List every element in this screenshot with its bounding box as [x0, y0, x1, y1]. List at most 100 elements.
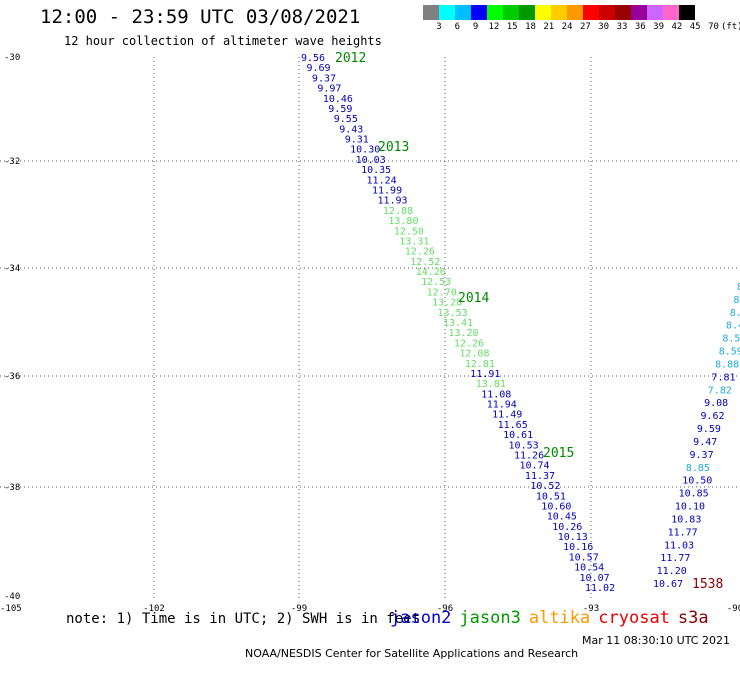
wave-height-label: 10.13 — [558, 532, 588, 543]
wave-height-label: 9.97 — [317, 84, 341, 95]
legend-label: 30 — [598, 22, 610, 32]
legend-swatch — [423, 5, 439, 20]
wave-height-label: 10.52 — [530, 481, 560, 492]
wave-height-label: 10.10 — [675, 502, 705, 513]
satellite-s3a: s3a — [677, 608, 709, 628]
wave-height-label: 9.59 — [697, 424, 721, 435]
legend-label: 33 — [616, 22, 628, 32]
wave-height-label: 11.37 — [525, 471, 555, 482]
wave-height-label: 10.35 — [361, 165, 391, 176]
wave-height-map: -30 -32 -34 -36 -38 -40 -105 -102 -99 -96 -93 -90 9… — [0, 51, 740, 614]
legend-label: 27 — [579, 22, 591, 32]
legend-label: (ft) — [720, 22, 740, 32]
longitude-tick-label: -93 — [583, 604, 599, 614]
wave-height-label: 8.59 — [719, 347, 740, 358]
legend-swatch — [631, 5, 647, 20]
legend-swatch — [663, 5, 679, 20]
map-grid — [0, 57, 740, 600]
legend-label: 12 — [488, 22, 500, 32]
wave-height-label: 11.65 — [498, 420, 528, 431]
legend-label: 24 — [561, 22, 573, 32]
map-axes: -30 -32 -34 -36 -38 -40 -105 -102 -99 -96 -93 -90 — [0, 53, 740, 614]
time-label: 2013 — [378, 140, 409, 155]
wave-height-label: 10.51 — [536, 491, 566, 502]
legend-swatch — [551, 5, 567, 20]
legend-swatches — [423, 5, 733, 20]
wave-height-label: 12.53 — [421, 277, 451, 288]
map-title: 12:00 - 23:59 UTC 03/08/2021 — [40, 6, 361, 28]
legend-swatch — [583, 5, 599, 20]
wave-height-label: 12.81 — [465, 359, 495, 370]
longitude-tick-label: -105 — [0, 604, 22, 614]
wave-height-label: 12.70 — [427, 287, 457, 298]
time-label: 2012 — [335, 51, 366, 66]
wave-height-label: 10.50 — [682, 476, 712, 487]
wave-height-label: 11.99 — [372, 186, 402, 197]
wave-height-label: 10.83 — [671, 514, 701, 525]
legend-swatch — [519, 5, 535, 20]
wave-height-label: 10.54 — [574, 563, 604, 574]
legend-label: 36 — [634, 22, 646, 32]
legend-swatch — [567, 5, 583, 20]
timestamp-text: Mar 11 08:30:10 UTC 2021 — [582, 634, 730, 647]
legend-swatch — [455, 5, 471, 20]
legend-swatch — [647, 5, 663, 20]
wave-height-label: 10.07 — [580, 573, 610, 584]
legend-swatch — [487, 5, 503, 20]
wave-height-label: 9.43 — [339, 124, 363, 135]
legend-label: 6 — [454, 22, 461, 32]
latitude-tick-label: -30 — [4, 53, 20, 63]
wave-height-label: 11.03 — [664, 540, 694, 551]
wave-height-label: 13.28 — [432, 298, 462, 309]
satellite-altika: altika — [528, 608, 591, 628]
wave-height-label: 11.02 — [585, 583, 615, 594]
wave-height-label: 12.52 — [410, 257, 440, 268]
wave-height-label: 11.77 — [660, 553, 690, 564]
time-labels: 2012 2013 2014 2015 1538 — [335, 51, 723, 592]
legend-label: 18 — [525, 22, 536, 32]
wave-height-label: 12.08 — [459, 349, 489, 360]
legend-swatch — [615, 5, 631, 20]
wave-height-label: 11.24 — [367, 175, 397, 186]
latitude-tick-label: -38 — [4, 483, 20, 493]
wave-height-label: 13.53 — [438, 308, 468, 319]
wave-height-label: 12.26 — [454, 338, 484, 349]
wave-height-label: 9.56 — [301, 53, 325, 64]
wave-height-label: 7.81 — [711, 372, 735, 383]
wave-height-label: 10.53 — [509, 440, 539, 451]
wave-height-label: 10.85 — [679, 489, 709, 500]
wave-height-label: 12.50 — [394, 226, 424, 237]
wave-height-label: 12.26 — [405, 247, 435, 258]
time-label: 1538 — [692, 577, 723, 592]
time-label: 2015 — [543, 446, 574, 461]
wave-height-tracks: 9.569.699.379.9710.469.599.559.439.3110.… — [301, 53, 740, 594]
wave-height-label: 9.47 — [693, 437, 717, 448]
wave-height-label: 8.5 — [722, 334, 740, 345]
wave-height-label: 12.88 — [383, 206, 413, 217]
credit-text: NOAA/NESDIS Center for Satellite Applica… — [245, 647, 579, 660]
wave-height-label: 10.60 — [541, 501, 571, 512]
wave-height-label: 9.08 — [704, 398, 728, 409]
wave-height-label: 10.26 — [552, 522, 582, 533]
wave-height-label: 10.67 — [653, 579, 683, 590]
legend-swatch — [471, 5, 487, 20]
latitude-tick-label: -36 — [4, 372, 20, 382]
legend-label: 21 — [543, 22, 555, 32]
wave-height-label: 11.08 — [481, 389, 511, 400]
wave-height-label: 8. — [730, 308, 740, 319]
legend-swatch — [439, 5, 455, 20]
map-subtitle: 12 hour collection of altimeter wave hei… — [64, 34, 382, 48]
wave-height-label: 10.57 — [569, 552, 599, 563]
wave-height-label: 9.31 — [345, 135, 369, 146]
wave-height-label: 9.62 — [700, 411, 724, 422]
wave-height-label: 10.03 — [356, 155, 386, 166]
wave-height-label: 9.37 — [690, 450, 714, 461]
wave-height-label: 9.37 — [312, 73, 336, 84]
wave-height-label: 10.46 — [323, 94, 353, 105]
legend-label: 3 — [436, 22, 442, 32]
legend-label: 9 — [472, 22, 479, 32]
wave-height-label: 13.81 — [476, 379, 506, 390]
legend-label: 42 — [671, 22, 683, 32]
